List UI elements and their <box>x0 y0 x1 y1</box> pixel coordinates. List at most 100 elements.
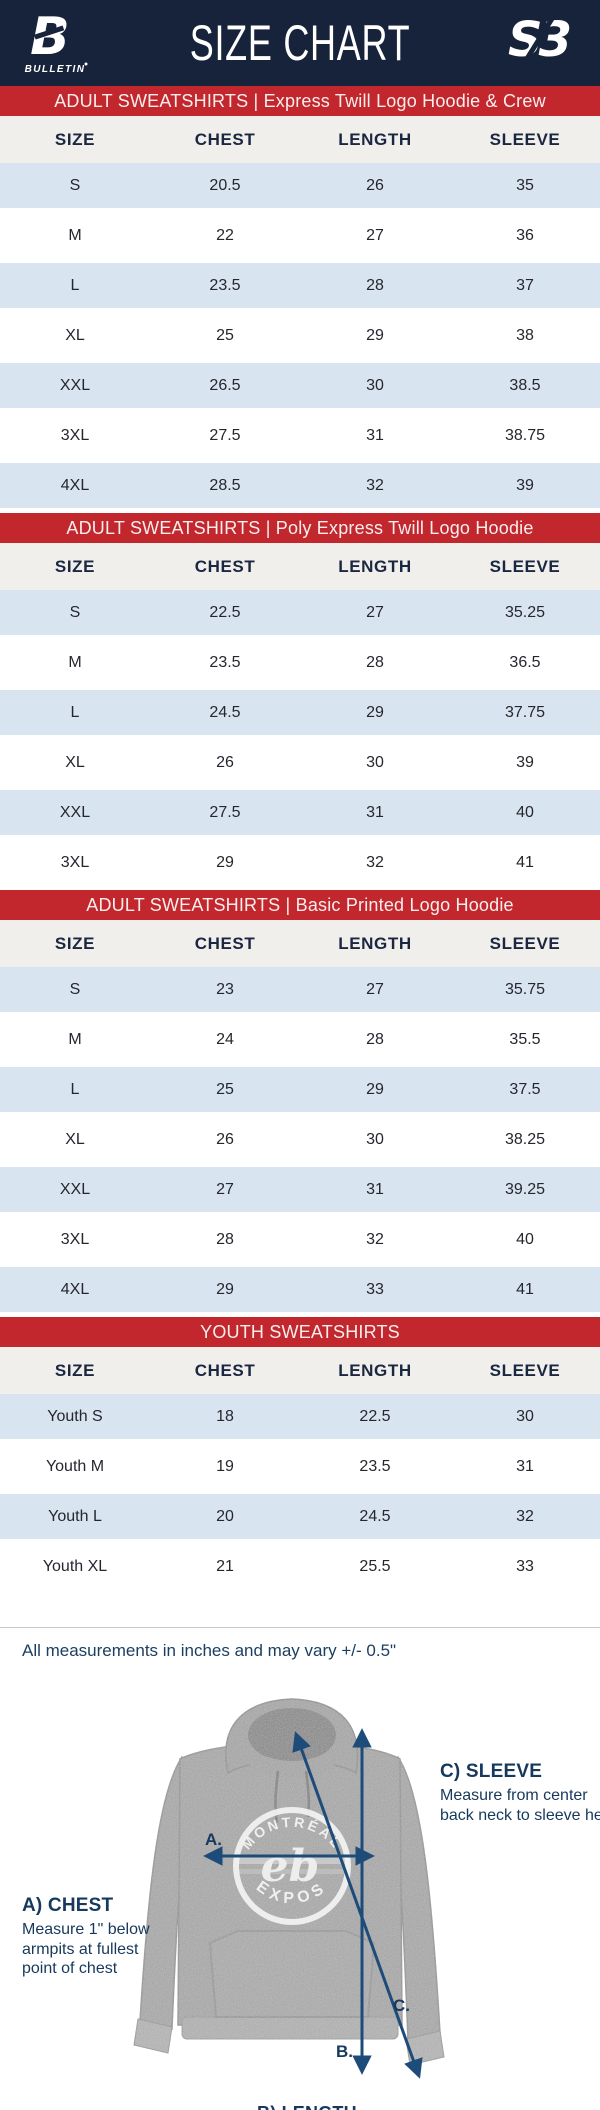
table-cell: XL <box>0 737 150 790</box>
table-cell: 23.5 <box>150 637 300 690</box>
section-banner-express-twill: ADULT SWEATSHIRTS | Express Twill Logo H… <box>0 86 600 116</box>
bulletin-wordmark: BULLETIN <box>25 64 86 75</box>
table-cell: 38.75 <box>450 410 600 463</box>
table-cell: 27.5 <box>150 410 300 463</box>
table-cell: 28 <box>300 260 450 313</box>
length-title: B) LENGTH <box>257 2103 407 2110</box>
marker-b: B. <box>336 2042 353 2061</box>
table-cell: 25.5 <box>300 1541 450 1594</box>
measurement-note: All measurements in inches and may vary … <box>22 1641 397 1660</box>
table-cell: 22 <box>150 210 300 263</box>
length-label-block: B) LENGTH Measure from top of shoulder t… <box>257 2103 407 2110</box>
table-row: 3XL 27.5 31 38.75 <box>0 410 600 463</box>
column-header: CHEST <box>150 920 300 967</box>
table-cell: Youth S <box>0 1394 150 1444</box>
table-cell: 24 <box>150 1014 300 1067</box>
table-cell: 29 <box>300 1064 450 1117</box>
table-row: S 22.5 27 35.25 <box>0 590 600 640</box>
banner-text: ADULT SWEATSHIRTS | Basic Printed Logo H… <box>86 895 514 915</box>
table-cell: S <box>0 163 150 213</box>
table-row: 4XL 29 33 41 <box>0 1264 600 1317</box>
table-cell: 35.5 <box>450 1014 600 1067</box>
column-header: SLEEVE <box>450 1347 600 1394</box>
section-banner-basic-printed: ADULT SWEATSHIRTS | Basic Printed Logo H… <box>0 890 600 920</box>
table-row: M 22 27 36 <box>0 210 600 263</box>
column-header: SIZE <box>0 116 150 163</box>
table-cell: 20 <box>150 1491 300 1544</box>
logo-stripe <box>236 1869 348 1874</box>
column-header: CHEST <box>150 1347 300 1394</box>
table-cell: M <box>0 637 150 690</box>
measurement-diagram: MONTRÉAL EXPOS eb A. B. C. C) SLEEVE M <box>0 1673 600 2110</box>
column-header: SLEEVE <box>450 920 600 967</box>
sb-logo-icon: S3 <box>508 10 574 74</box>
banner-text: ADULT SWEATSHIRTS | Express Twill Logo H… <box>54 91 546 111</box>
chest-description: Measure 1" below armpits at fullest poin… <box>22 1921 150 1978</box>
table-cell: 29 <box>300 687 450 740</box>
bolt-notch <box>34 25 65 40</box>
column-header: SIZE <box>0 1347 150 1394</box>
table-cell: 19 <box>150 1441 300 1494</box>
table-cell: XXL <box>0 1164 150 1217</box>
table-cell: 31 <box>450 1441 600 1494</box>
size-table-basic-printed: SIZE CHEST LENGTH SLEEVE S 23 27 35.75 M 24 28 35.5… <box>0 920 600 1317</box>
table-cell: 35.75 <box>450 967 600 1017</box>
table-cell: 3XL <box>0 1214 150 1267</box>
table-row: XL 26 30 38.25 <box>0 1114 600 1167</box>
table-cell: 28 <box>300 1014 450 1067</box>
table-cell: 32 <box>300 837 450 890</box>
table-cell: 22.5 <box>150 590 300 640</box>
bulletin-logo-icon: B BULLETIN <box>25 7 88 75</box>
table-cell: 37 <box>450 260 600 313</box>
table-row: 3XL 28 32 40 <box>0 1214 600 1267</box>
table-row: Youth M 19 23.5 31 <box>0 1441 600 1494</box>
table-cell: 32 <box>300 1214 450 1267</box>
table-row: S 20.5 26 35 <box>0 163 600 213</box>
table-cell: M <box>0 1014 150 1067</box>
table-row: XXL 27 31 39.25 <box>0 1164 600 1217</box>
sleeve-label-block: C) SLEEVE Measure from center back neck … <box>440 1761 600 1825</box>
table-cell: 31 <box>300 410 450 463</box>
column-header: LENGTH <box>300 116 450 163</box>
table-cell: 28 <box>150 1214 300 1267</box>
table-cell: 21 <box>150 1541 300 1594</box>
divider-line <box>0 1627 600 1628</box>
table-cell: 36 <box>450 210 600 263</box>
table-cell: 29 <box>150 837 300 890</box>
table-cell: 40 <box>450 787 600 840</box>
column-header: LENGTH <box>300 1347 450 1394</box>
section-banner-poly-express: ADULT SWEATSHIRTS | Poly Express Twill L… <box>0 513 600 543</box>
table-cell: 41 <box>450 837 600 890</box>
measurement-arrows <box>203 1728 423 2079</box>
table-cell: 30 <box>300 360 450 413</box>
table-cell: 28.5 <box>150 460 300 513</box>
table-row: XXL 27.5 31 40 <box>0 787 600 840</box>
table-cell: XL <box>0 1114 150 1167</box>
hood-interior <box>248 1708 336 1762</box>
table-cell: 39 <box>450 460 600 513</box>
table-cell: 4XL <box>0 1264 150 1317</box>
kangaroo-pocket <box>208 1930 376 2018</box>
table-cell: 36.5 <box>450 637 600 690</box>
table-header-row: SIZE CHEST LENGTH SLEEVE <box>0 1347 600 1394</box>
table-cell: 23.5 <box>150 260 300 313</box>
table-row: M 24 28 35.5 <box>0 1014 600 1067</box>
table-cell: 24.5 <box>150 687 300 740</box>
table-header-row: SIZE CHEST LENGTH SLEEVE <box>0 920 600 967</box>
chest-label-block: A) CHEST Measure 1" below armpits at ful… <box>22 1895 158 1979</box>
table-row: XXL 26.5 30 38.5 <box>0 360 600 413</box>
table-cell: 31 <box>300 1164 450 1217</box>
column-header: SIZE <box>0 920 150 967</box>
table-cell: 32 <box>300 460 450 513</box>
table-cell: 27 <box>300 590 450 640</box>
table-cell: 4XL <box>0 460 150 513</box>
table-cell: 24.5 <box>300 1491 450 1544</box>
left-cuff <box>133 2018 173 2054</box>
table-header-row: SIZE CHEST LENGTH SLEEVE <box>0 543 600 590</box>
table-cell: 27.5 <box>150 787 300 840</box>
table-cell: 39 <box>450 737 600 790</box>
table-row: XL 26 30 39 <box>0 737 600 790</box>
table-cell: 39.25 <box>450 1164 600 1217</box>
logo-glyph: eb <box>261 1841 320 1892</box>
